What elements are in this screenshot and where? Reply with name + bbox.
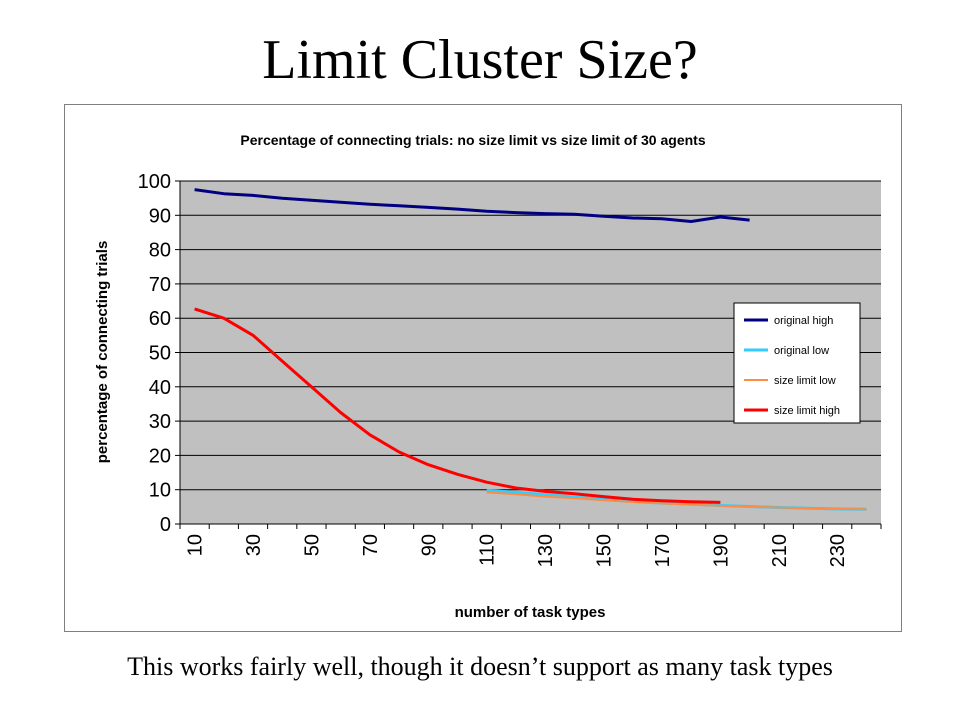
legend-box	[733, 302, 861, 424]
y-tick-label: 20	[149, 445, 171, 467]
legend-label: original high	[774, 315, 833, 327]
series-line-original-high	[194, 188, 750, 223]
x-tick-label: 10	[185, 534, 207, 556]
x-tick-label: 190	[710, 534, 732, 567]
x-tick-label: 230	[827, 534, 849, 567]
legend-label: original low	[774, 345, 829, 357]
y-axis-label: percentage of connecting trials	[94, 241, 111, 464]
y-tick-label: 100	[138, 171, 171, 193]
legend-label: size limit high	[774, 405, 840, 417]
x-tick-label: 30	[243, 534, 265, 556]
y-tick-label: 40	[149, 377, 171, 399]
slide-title: Limit Cluster Size?	[262, 29, 698, 91]
y-tick-label: 50	[149, 343, 171, 365]
y-tick-label: 10	[149, 480, 171, 502]
x-tick-labels: 10 30 50 70 90 110 130 150 170 190 210 230	[185, 534, 850, 567]
x-tick-label: 50	[301, 534, 323, 556]
y-tick-label: 70	[149, 274, 171, 296]
x-tick-label: 150	[594, 534, 616, 567]
x-tick-label: 210	[769, 534, 791, 567]
y-tick-label: 80	[149, 240, 171, 262]
gridlines	[180, 180, 881, 491]
x-tick-label: 70	[360, 534, 382, 556]
series-line-size-limit-low	[486, 491, 867, 511]
x-tick-label: 110	[477, 534, 499, 566]
y-tick-label: 90	[149, 205, 171, 227]
x-tick-label: 130	[535, 534, 557, 567]
chart-title: Percentage of connecting trials: no size…	[240, 132, 705, 148]
legend-label: size limit low	[774, 375, 836, 387]
series-lines	[194, 188, 867, 511]
series-line-size-limit-high	[194, 307, 721, 504]
legend: original high original low size limit low s…	[733, 302, 861, 424]
slide-caption: This works fairly well, though it doesn’…	[127, 652, 833, 681]
chart-frame: Percentage of connecting trials: no size…	[64, 104, 902, 632]
x-tick-label: 90	[418, 534, 440, 556]
chart-canvas: Percentage of connecting trials: no size…	[94, 132, 882, 621]
y-tick-label: 30	[149, 411, 171, 433]
y-tick-label: 60	[149, 308, 171, 330]
x-axis-label: number of task types	[455, 604, 606, 621]
y-tick-labels: 0 10 20 30 40 50 60 70 80 90 100	[138, 171, 171, 536]
x-tick-label: 170	[652, 534, 674, 567]
y-tick-label: 0	[160, 514, 171, 536]
axes	[175, 180, 882, 529]
